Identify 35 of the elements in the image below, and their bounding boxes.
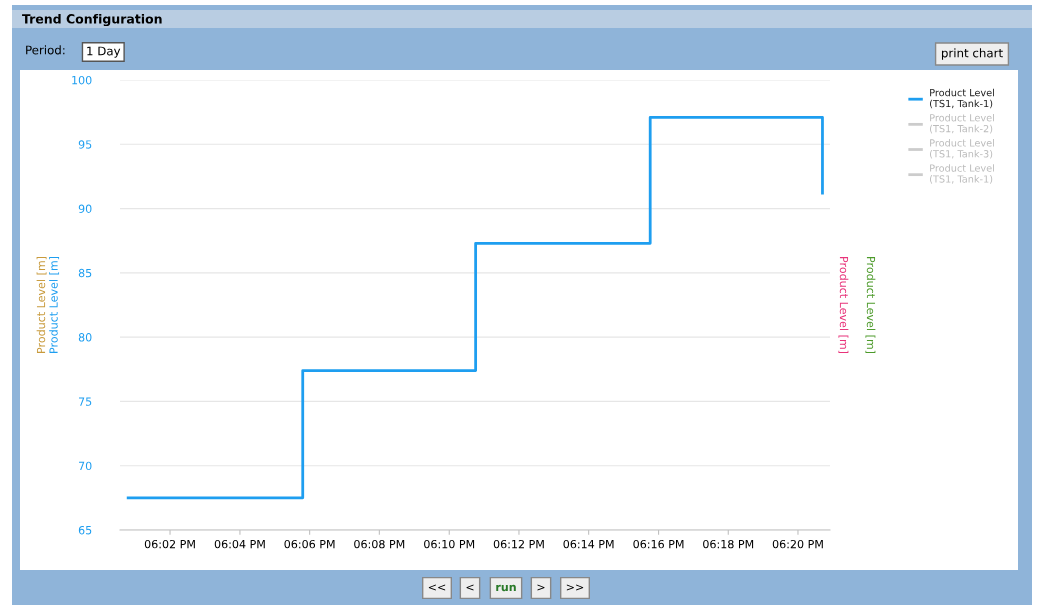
x-tick-label: 06:08 PM xyxy=(354,539,405,549)
text: run xyxy=(496,584,516,592)
y-tick-label: 75 xyxy=(78,397,92,406)
y-tick-label: 100 xyxy=(72,75,92,85)
text: >> xyxy=(566,584,584,591)
y-tick-label: 90 xyxy=(78,204,92,213)
text: Period: xyxy=(26,45,65,55)
x-tick-label: 06:06 PM xyxy=(284,539,335,549)
y2-axis-title: Product Level [m] xyxy=(838,257,849,354)
legend-label: Product Level (TS1, Tank-1) xyxy=(930,88,994,109)
text: print chart xyxy=(941,48,1003,60)
x-tick-label: 06:12 PM xyxy=(493,539,544,549)
x-tick-label: 06:14 PM xyxy=(563,539,614,549)
x-tick-label: 06:16 PM xyxy=(633,539,684,549)
x-tick-label: 06:18 PM xyxy=(703,539,754,549)
x-tick-label: 06:02 PM xyxy=(144,539,195,549)
text: 1 Day xyxy=(87,46,121,58)
x-tick-label: 06:04 PM xyxy=(214,539,265,549)
y-tick-label: 70 xyxy=(78,461,92,471)
y-tick-label: 65 xyxy=(78,525,92,535)
text: > xyxy=(537,584,545,591)
text: Product Level [m] xyxy=(865,257,876,354)
text: < xyxy=(466,584,474,591)
legend-label: Product Level (TS1, Tank-1) xyxy=(930,164,994,184)
text: Product Level [m] xyxy=(36,256,47,353)
y-tick-label: 80 xyxy=(78,333,92,342)
legend-label: Product Level (TS1, Tank-2) xyxy=(930,113,994,134)
text: << xyxy=(428,584,446,591)
y-tick-label: 95 xyxy=(78,140,92,149)
x-tick-label: 06:10 PM xyxy=(424,539,475,549)
x-tick-label: 06:20 PM xyxy=(772,539,823,549)
y-tick-label: 85 xyxy=(78,268,92,278)
legend-label: Product Level (TS1, Tank-3) xyxy=(930,139,994,159)
y-axis-title: Product Level [m] xyxy=(49,256,60,353)
chart-title: Trend Configuration xyxy=(22,13,162,27)
